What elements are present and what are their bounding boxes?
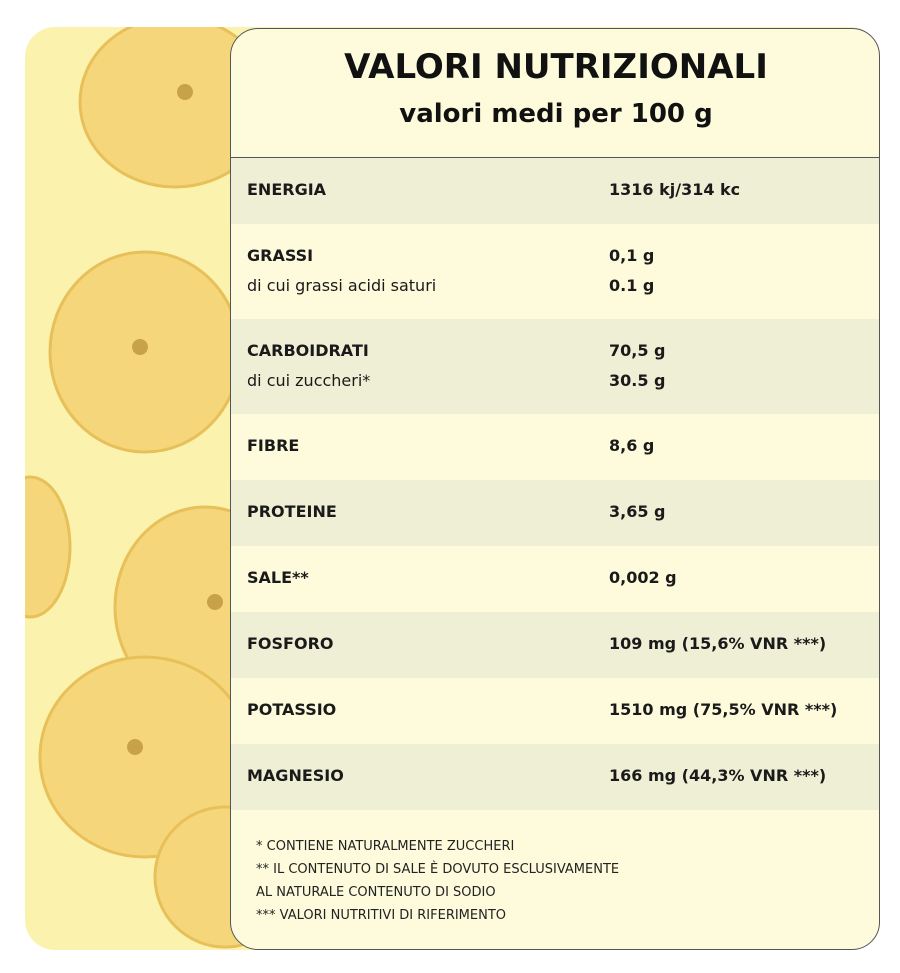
nutrient-value: 1510 mg (75,5% VNR ***) (609, 700, 838, 719)
nutrient-label: FIBRE (247, 436, 300, 455)
nutrient-value: 109 mg (15,6% VNR ***) (609, 634, 827, 653)
table-row: CARBOIDRATI 70,5 g di cui zuccheri* 30.5 g (231, 319, 879, 414)
footnote: AL NATURALE CONTENUTO DI SODIO (256, 885, 496, 900)
nutrient-value: 0.1 g (609, 275, 655, 295)
footnote: * CONTIENE NATURALMENTE ZUCCHERI (256, 839, 515, 854)
nutrient-value: 0,1 g (609, 245, 655, 265)
divider (231, 157, 879, 158)
table-row: ENERGIA 1316 kj/314 kc (231, 158, 879, 224)
table-row: PROTEINE 3,65 g (231, 480, 879, 546)
nutrient-value: 8,6 g (609, 436, 655, 455)
nutrient-value: 0,002 g (609, 568, 677, 587)
nutrient-label: MAGNESIO (247, 766, 344, 785)
nutrient-value: 166 mg (44,3% VNR ***) (609, 766, 827, 785)
nutrient-label: ENERGIA (247, 180, 327, 199)
footnote: ** IL CONTENUTO DI SALE È DOVUTO ESCLUSI… (256, 862, 620, 877)
table-row: MAGNESIO 166 mg (44,3% VNR ***) (231, 744, 879, 810)
nutrient-label: di cui grassi acidi saturi (247, 275, 437, 295)
nutrient-label: PROTEINE (247, 502, 337, 521)
nutrient-label: FOSFORO (247, 634, 334, 653)
table-row: POTASSIO 1510 mg (75,5% VNR ***) (231, 678, 879, 744)
nutrient-value: 30.5 g (609, 370, 666, 390)
table-row: FIBRE 8,6 g (231, 414, 879, 480)
nutrient-value: 3,65 g (609, 502, 666, 521)
title: VALORI NUTRIZIONALI (344, 47, 768, 87)
nutrition-panel: VALORI NUTRIZIONALI valori medi per 100 … (230, 28, 880, 950)
nutrient-value: 1316 kj/314 kc (609, 180, 741, 199)
table-row: GRASSI 0,1 g di cui grassi acidi saturi 0.1… (231, 224, 879, 319)
nutrient-value: 70,5 g (609, 340, 666, 360)
footnote: *** VALORI NUTRITIVI DI RIFERIMENTO (256, 908, 507, 923)
nutrient-label: SALE** (247, 568, 309, 587)
subtitle: valori medi per 100 g (399, 99, 713, 129)
nutrient-label: CARBOIDRATI (247, 340, 369, 360)
nutrient-label: GRASSI (247, 245, 314, 265)
table-row: FOSFORO 109 mg (15,6% VNR ***) (231, 612, 879, 678)
nutrient-label: POTASSIO (247, 700, 337, 719)
nutrient-label: di cui zuccheri* (247, 370, 371, 390)
table-row: SALE** 0,002 g (231, 546, 879, 612)
